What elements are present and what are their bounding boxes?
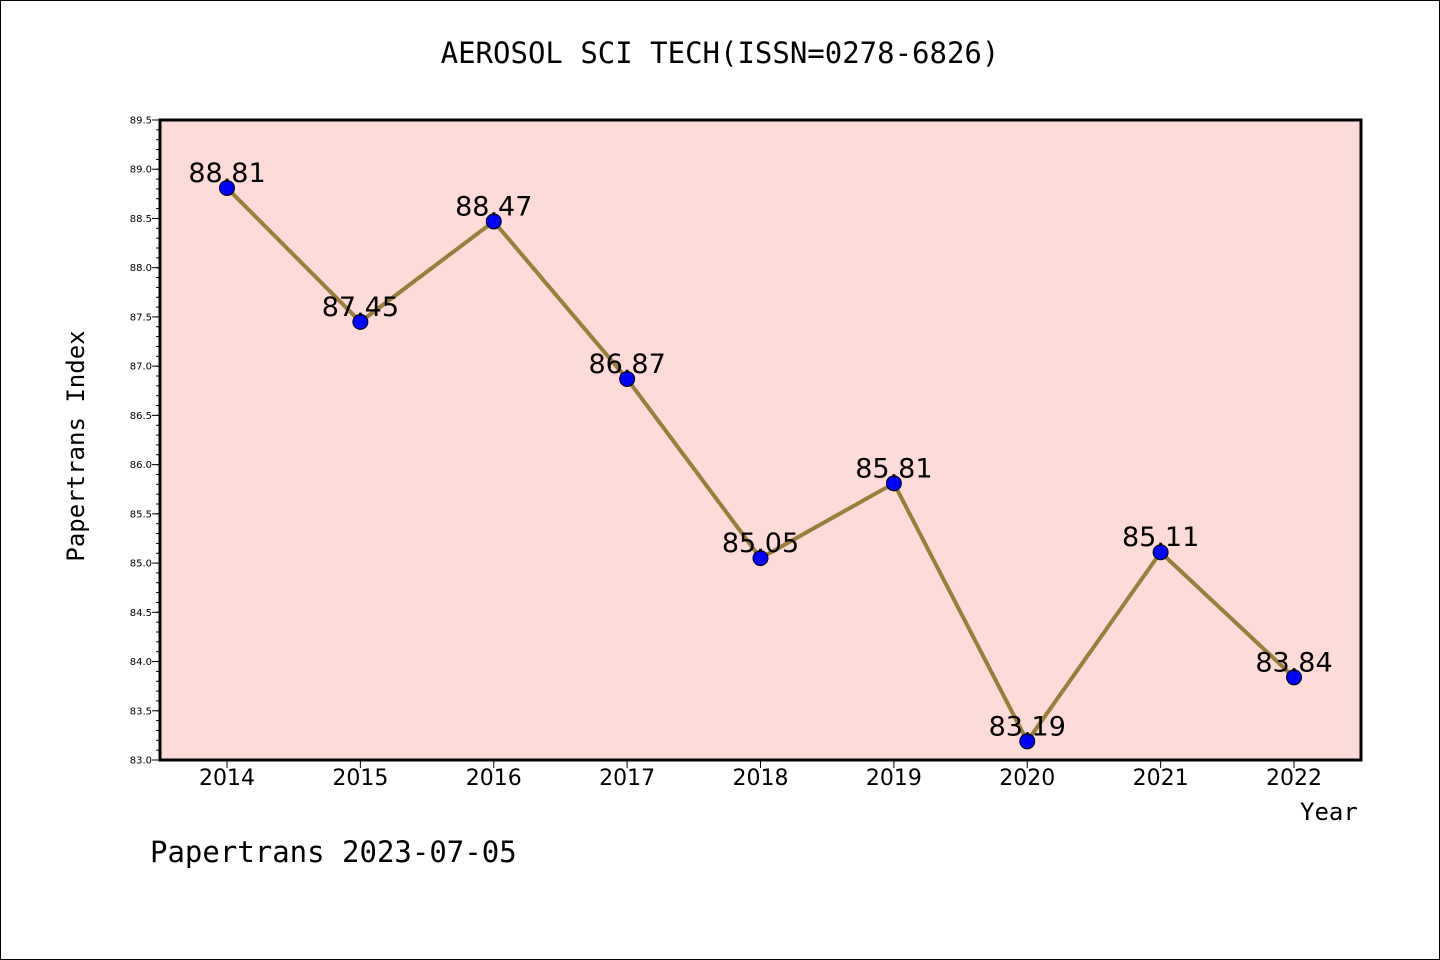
x-tick-label: 2017 [599, 766, 655, 791]
data-point [619, 370, 636, 387]
data-point [1286, 669, 1302, 686]
x-tick-label: 2022 [1266, 766, 1322, 791]
y-tick-label: 86.5 [130, 411, 152, 422]
data-label: 85.05 [722, 528, 799, 559]
data-point [752, 550, 769, 567]
y-tick-label: 84.0 [130, 657, 152, 668]
data-point [1019, 733, 1036, 750]
x-tick-label: 2018 [733, 766, 789, 791]
data-point [219, 179, 235, 196]
data-point [1152, 544, 1169, 561]
y-tick-label: 87.0 [130, 362, 152, 373]
footer-watermark: Papertrans 2023-07-05 [150, 835, 517, 869]
y-tick-label: 83.5 [130, 706, 152, 717]
data-point [352, 313, 369, 330]
x-tick-label: 2015 [332, 766, 388, 791]
y-tick-label: 85.5 [130, 509, 152, 520]
y-tick-label: 85.0 [130, 559, 152, 570]
x-tick-label: 2021 [1133, 766, 1189, 791]
x-tick-label: 2016 [466, 766, 522, 791]
x-tick-label: 2019 [866, 766, 922, 791]
data-label: 86.87 [588, 349, 665, 380]
y-tick-label: 89.5 [130, 116, 152, 127]
plot-border [158, 118, 1363, 762]
data-label: 88.47 [455, 191, 532, 222]
data-label: 83.19 [989, 711, 1066, 742]
data-point [885, 475, 902, 492]
x-tick-label: 2020 [999, 766, 1055, 791]
y-tick-label: 88.0 [130, 263, 152, 274]
data-label: 83.84 [1255, 647, 1332, 678]
data-label: 87.45 [322, 292, 399, 323]
data-label: 85.81 [855, 453, 932, 484]
y-tick-label: 87.5 [130, 312, 152, 323]
data-label: 88.81 [188, 158, 265, 189]
y-tick-label: 84.5 [130, 608, 152, 619]
plot-area [160, 120, 1361, 760]
x-tick-label: 2014 [199, 766, 255, 791]
data-point [485, 213, 502, 230]
y-tick-label: 83.0 [130, 756, 152, 767]
y-tick-label: 86.0 [130, 460, 152, 471]
y-tick-label: 88.5 [130, 214, 152, 225]
data-label: 85.11 [1122, 522, 1199, 553]
y-tick-label: 89.0 [130, 165, 152, 176]
x-axis-label: Year [1300, 798, 1358, 826]
chart-title: AEROSOL SCI TECH(ISSN=0278-6826) [440, 36, 1000, 70]
